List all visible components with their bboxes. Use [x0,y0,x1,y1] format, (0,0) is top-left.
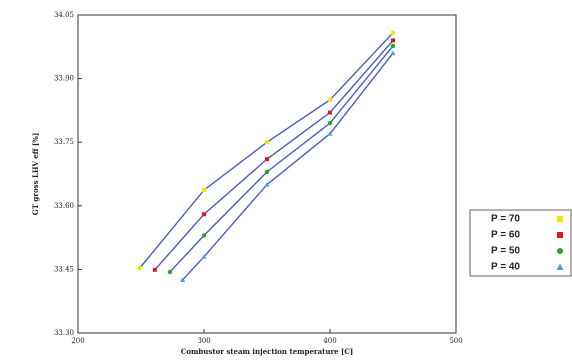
x-tick-label: 500 [449,337,462,345]
legend-label: P = 40 [491,262,520,273]
marker [201,254,207,259]
y-tick-label: 33.90 [54,75,74,83]
y-tick-label: 33.75 [54,138,74,146]
y-tick-label: 33.45 [54,265,74,273]
x-tick-label: 200 [71,337,84,345]
y-tick-label: 33.60 [54,202,74,210]
legend-label: P = 70 [491,214,520,225]
marker [328,110,332,115]
marker [391,38,395,43]
marker [201,233,207,238]
marker [327,120,333,126]
x-axis-label: Combustor steam injection temperature [C… [181,347,353,356]
marker [391,30,395,35]
legend-marker [557,248,563,254]
legend-marker [557,232,563,238]
marker [202,188,206,193]
marker [152,267,157,272]
marker [202,212,206,217]
x-tick-label: 400 [323,337,336,345]
marker [327,131,333,136]
marker [390,43,396,49]
legend-label: P = 50 [491,246,520,257]
legend-marker [556,263,564,270]
y-tick-label: 33.30 [54,329,74,337]
y-axis-label: GT gross LHV eff [%] [31,133,40,216]
marker [264,182,270,187]
marker [390,50,396,56]
legend-marker [557,216,563,222]
marker [264,169,270,175]
marker [179,277,186,282]
x-tick-label: 300 [197,337,210,345]
marker [265,140,269,145]
y-tick-label: 34.05 [54,11,74,19]
marker [328,97,332,102]
marker [265,157,269,162]
marker [137,266,142,271]
marker [167,269,173,275]
legend [469,209,572,277]
legend-label: P = 60 [491,230,520,241]
